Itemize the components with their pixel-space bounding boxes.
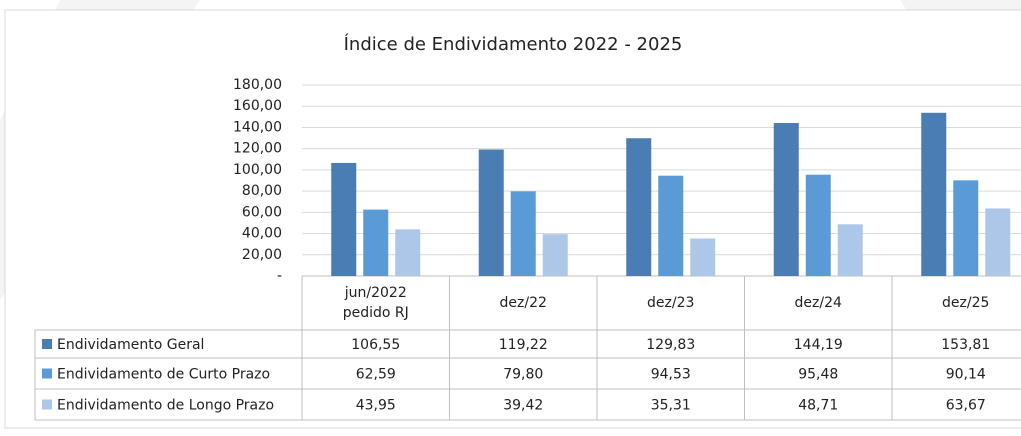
bar [953, 180, 979, 276]
data-label: 119,22 [499, 337, 548, 353]
legend-swatch [42, 339, 52, 349]
legend-label: Endividamento Geral [57, 337, 204, 353]
data-label: 106,55 [351, 337, 400, 353]
data-label: 48,71 [798, 398, 838, 414]
y-tick-label: - [277, 268, 282, 284]
x-tick-label: dez/24 [794, 295, 842, 311]
data-label: 62,59 [356, 367, 396, 383]
bar [658, 175, 684, 276]
y-tick-label: 160,00 [233, 98, 282, 114]
data-label: 43,95 [356, 398, 396, 414]
y-tick-label: 80,00 [242, 183, 282, 199]
data-label: 63,67 [946, 398, 986, 414]
bar [805, 174, 831, 276]
bar [395, 229, 421, 276]
data-label: 95,48 [798, 367, 838, 383]
data-label: 153,81 [941, 337, 990, 353]
y-tick-label: 100,00 [233, 162, 282, 178]
x-tick-label: dez/25 [942, 295, 990, 311]
x-tick-label-box: dez/23 [647, 295, 695, 311]
legend-label: Endividamento de Longo Prazo [57, 398, 274, 414]
bar [837, 224, 863, 276]
x-tick-label: jun/2022 pedido RJ [342, 285, 409, 321]
bar [773, 122, 799, 277]
x-tick-label-box: jun/2022 pedido RJ [342, 285, 409, 321]
bar [478, 149, 504, 276]
y-tick-label: 20,00 [242, 247, 282, 263]
data-label: 94,53 [651, 367, 691, 383]
bar [921, 112, 947, 276]
x-tick-label: dez/23 [647, 295, 695, 311]
x-tick-label-box: dez/25 [942, 295, 990, 311]
data-label: 39,42 [503, 398, 543, 414]
legend-label: Endividamento de Curto Prazo [57, 367, 270, 383]
legend-swatch [42, 368, 52, 379]
y-tick-label: 60,00 [242, 204, 282, 220]
bar [542, 234, 568, 276]
bar [510, 191, 536, 276]
data-label: 35,31 [651, 398, 691, 414]
bar [690, 238, 716, 276]
data-label: 129,83 [646, 337, 695, 353]
bar [985, 208, 1011, 276]
x-tick-label: dez/22 [499, 295, 547, 311]
data-label: 144,19 [794, 337, 843, 353]
y-tick-label: 40,00 [242, 226, 282, 242]
data-label: 90,14 [946, 367, 986, 383]
y-tick-label: 180,00 [233, 77, 282, 93]
x-tick-label-box: dez/24 [794, 295, 842, 311]
bar [363, 209, 389, 276]
bar [626, 138, 652, 276]
y-tick-label: 120,00 [233, 141, 282, 157]
chart-title: Índice de Endividamento 2022 - 2025 [344, 33, 683, 55]
x-tick-label-box: dez/22 [499, 295, 547, 311]
y-tick-label: 140,00 [233, 119, 282, 135]
legend-swatch [42, 399, 52, 410]
bar [331, 162, 357, 276]
data-label: 79,80 [503, 367, 543, 383]
